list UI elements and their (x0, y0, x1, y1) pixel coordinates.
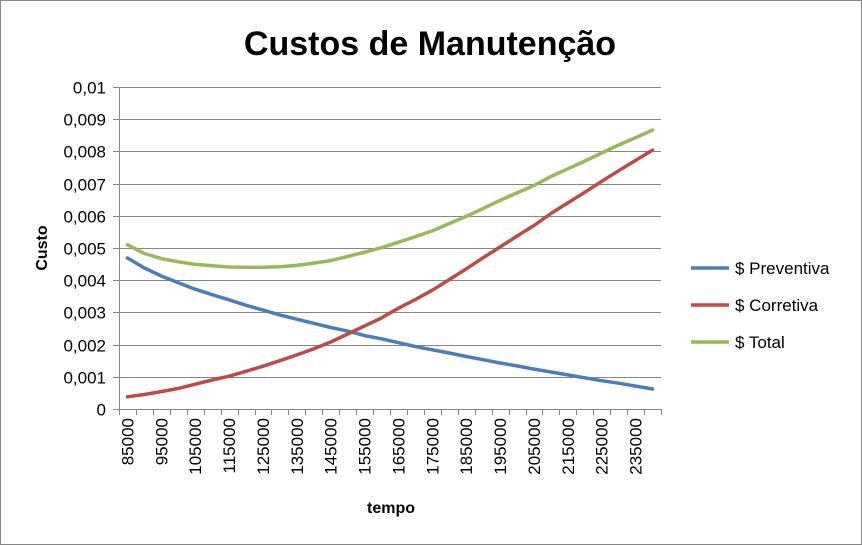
x-tick-label: 185000 (457, 418, 476, 475)
y-tick-label: 0 (97, 401, 106, 420)
chart-title: Custos de Manutenção (244, 25, 616, 63)
y-tick-label: 0,007 (63, 176, 106, 195)
x-tick-label: 195000 (491, 418, 510, 475)
x-tick-label: 125000 (254, 418, 273, 475)
y-tick-label: 0,006 (63, 208, 106, 227)
axes (119, 87, 661, 410)
x-tick-label: 225000 (593, 418, 612, 475)
x-tick-label: 115000 (220, 418, 239, 473)
x-tick-label: 105000 (186, 418, 205, 475)
series-line-0 (125, 256, 655, 391)
legend-label: $ Total (735, 333, 785, 352)
legend-label: $ Preventiva (735, 259, 830, 278)
x-tick-label: 205000 (525, 418, 544, 475)
series-line-2 (125, 128, 655, 270)
y-tick-label: 0,005 (63, 240, 106, 259)
y-tick-label: 0,01 (73, 79, 106, 98)
y-axis-label: Custo (34, 225, 51, 271)
x-axis-label: tempo (367, 500, 415, 517)
x-tick-label: 95000 (152, 418, 171, 465)
x-tick-label: 85000 (118, 418, 137, 465)
y-tick-label: 0,004 (63, 272, 106, 291)
x-tick-label: 145000 (322, 418, 341, 475)
series-lines (125, 128, 655, 399)
series-line-1 (125, 148, 655, 399)
y-tick-label: 0,009 (63, 111, 106, 130)
x-tick-label: 165000 (389, 418, 408, 475)
x-tick-label: 175000 (423, 418, 442, 475)
y-tick-label: 0,003 (63, 304, 106, 323)
legend: $ Preventiva $ Corretiva $ Total (691, 259, 830, 352)
gridlines (119, 87, 661, 378)
y-tick-label: 0,001 (63, 369, 106, 388)
x-tick-label: 155000 (356, 418, 375, 475)
y-axis-ticks: 0 0,001 0,002 0,003 0,004 0,005 0,006 0,007 0,00… (63, 79, 119, 420)
y-tick-label: 0,008 (63, 143, 106, 162)
legend-label: $ Corretiva (735, 296, 819, 315)
x-tick-label: 235000 (627, 418, 646, 475)
x-tick-label: 135000 (288, 418, 307, 475)
x-tick-label: 215000 (559, 418, 578, 475)
x-axis-ticks: 85000 95000 105000 115000 125000 135000 145000… (118, 409, 662, 475)
y-tick-label: 0,002 (63, 337, 106, 356)
